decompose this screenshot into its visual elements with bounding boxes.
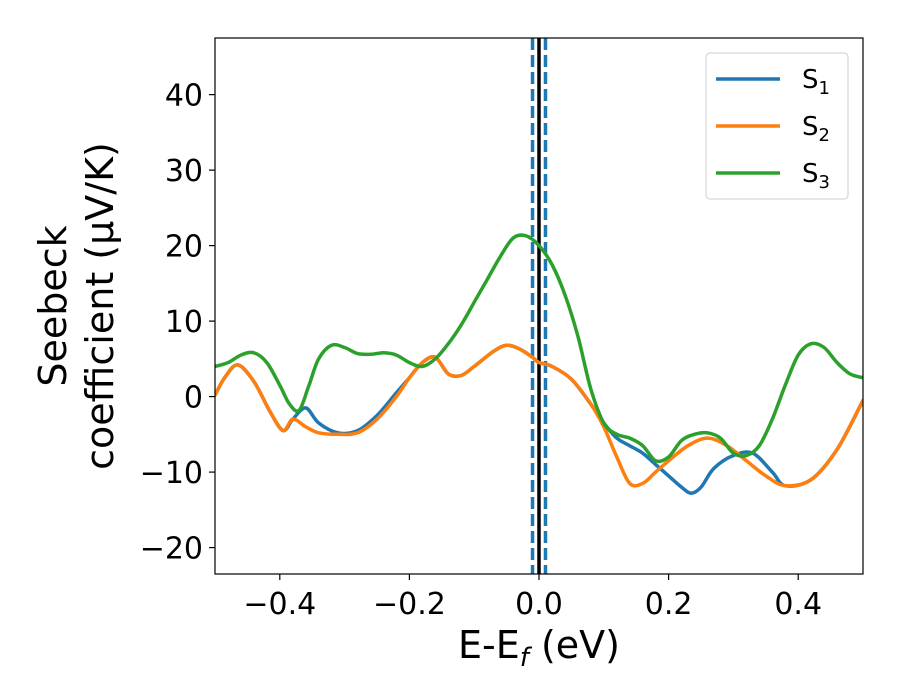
y-tick-label: 0 <box>184 381 203 416</box>
y-tick-label: −10 <box>140 456 203 491</box>
legend-label-s2: S2 <box>802 112 830 146</box>
series-line-s2 <box>215 343 863 488</box>
y-tick-label: −20 <box>140 532 203 567</box>
legend-label-s3: S3 <box>802 159 830 193</box>
y-tick-label: 10 <box>165 305 203 340</box>
reference-lines <box>530 38 548 574</box>
y-tick-label: 20 <box>165 230 203 265</box>
y-axis-ticks: −20 −10 0 10 20 30 40 <box>140 79 215 567</box>
y-axis-title-line1: Seebeck <box>31 225 75 386</box>
x-tick-label: 0.0 <box>515 587 563 622</box>
x-tick-label: −0.4 <box>243 587 316 622</box>
x-tick-label: 0.2 <box>645 587 693 622</box>
legend: S1 S2 S3 <box>705 52 849 200</box>
series-line-s3 <box>215 233 863 464</box>
x-tick-label: 0.4 <box>774 587 822 622</box>
x-axis-title: E-Ef (eV) <box>458 623 620 673</box>
x-axis-title-main: E-E <box>458 623 520 667</box>
x-tick-label: −0.2 <box>373 587 446 622</box>
y-axis-title-line2: coefficient (μV/K) <box>78 142 122 470</box>
y-tick-label: 40 <box>165 79 203 114</box>
x-axis-ticks: −0.4 −0.2 0.0 0.2 0.4 <box>243 574 822 622</box>
x-axis-title-unit: (eV) <box>529 623 620 667</box>
legend-label-s1: S1 <box>802 65 830 99</box>
series-lines <box>215 233 863 495</box>
y-tick-label: 30 <box>165 154 203 189</box>
